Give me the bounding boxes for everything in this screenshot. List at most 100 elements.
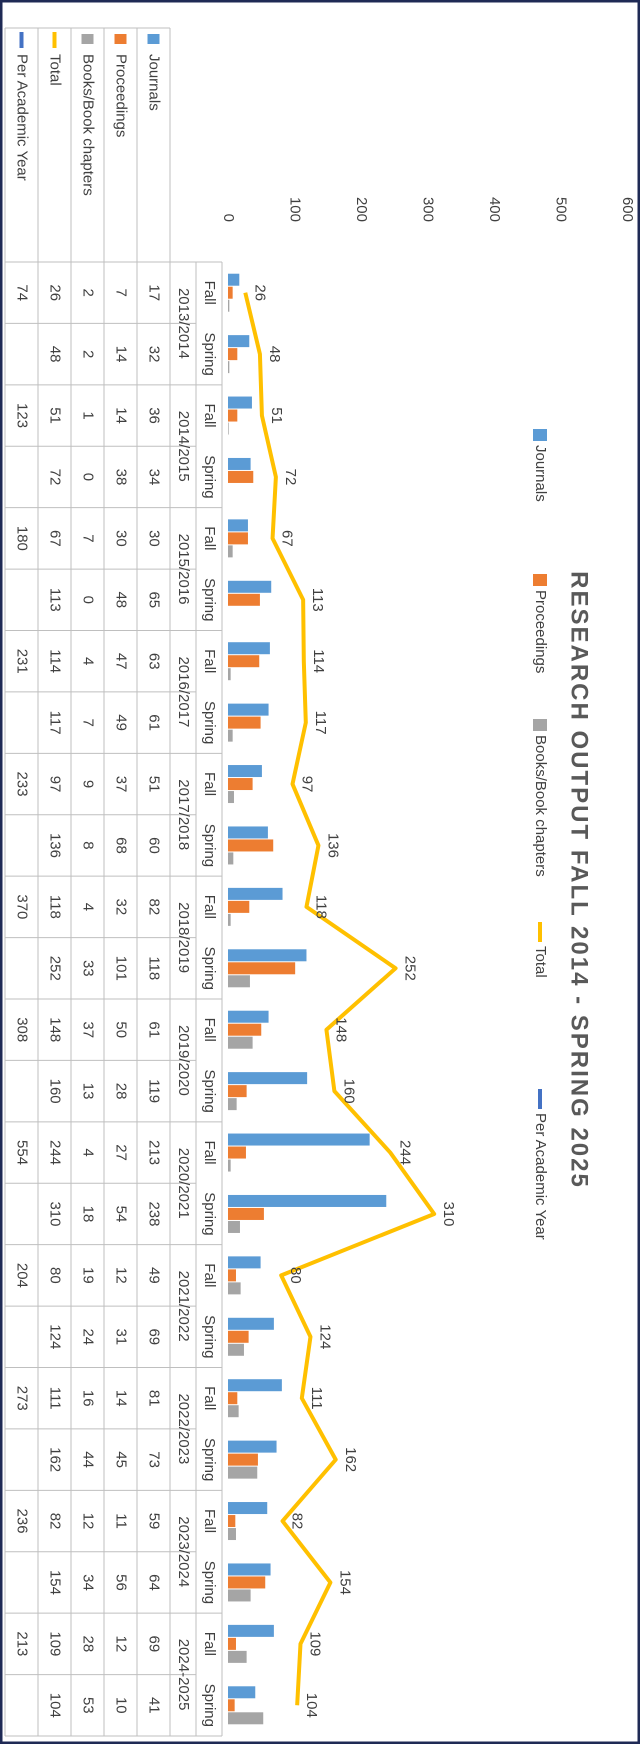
bar (228, 1624, 274, 1637)
term-label: Fall (201, 772, 218, 796)
term-label: Spring (201, 455, 218, 498)
table-cell: 74 (14, 284, 31, 301)
bar (228, 1194, 387, 1207)
table-cell: 69 (146, 1328, 163, 1345)
data-label: 160 (340, 1079, 357, 1104)
table-cell: 48 (47, 346, 64, 363)
table-cell: 16 (80, 1390, 97, 1407)
table-cell: 44 (80, 1451, 97, 1468)
year-label: 2020/2021 (175, 1148, 192, 1219)
table-cell: 213 (14, 1631, 31, 1656)
term-label: Fall (201, 1140, 218, 1164)
table-key (147, 34, 160, 44)
bar (227, 361, 230, 374)
table-cell: 154 (47, 1570, 64, 1595)
table-cell: 32 (146, 346, 163, 363)
data-label: 109 (307, 1631, 324, 1656)
bar (227, 545, 233, 558)
bar (228, 1282, 241, 1295)
table-cell: 231 (14, 649, 31, 674)
table-cell: 101 (113, 956, 130, 981)
bar (228, 1207, 264, 1220)
bar (227, 335, 250, 348)
bar (228, 1159, 231, 1172)
bar (227, 1699, 235, 1712)
table-cell: 11 (113, 1513, 130, 1529)
table-row-label: Per Academic Year (14, 54, 31, 181)
table-cell: 10 (113, 1697, 130, 1714)
year-label: 2015/2016 (175, 534, 192, 605)
table-cell: 370 (14, 894, 31, 919)
table-cell: 2 (80, 350, 97, 358)
table-cell: 73 (146, 1451, 163, 1468)
table-cell: 63 (146, 653, 163, 670)
data-label: 117 (312, 711, 329, 735)
table-cell: 7 (113, 289, 130, 297)
bar (228, 778, 253, 791)
table-cell: 45 (113, 1451, 130, 1468)
bar (228, 1637, 236, 1650)
table-cell: 118 (47, 895, 64, 919)
table-cell: 81 (146, 1390, 163, 1407)
bar (227, 457, 251, 470)
bar (228, 1036, 253, 1049)
bar (227, 1392, 238, 1405)
table-cell: 68 (113, 837, 130, 854)
bar (227, 409, 238, 422)
table-cell: 54 (113, 1206, 130, 1223)
term-label: Fall (201, 1632, 218, 1656)
data-label: 252 (402, 956, 419, 981)
bar (228, 655, 260, 668)
table-cell: 60 (146, 837, 163, 854)
table-row-label: Proceedings (113, 54, 130, 137)
bar (227, 642, 270, 655)
table-cell: 28 (113, 1083, 130, 1100)
table-cell: 53 (80, 1697, 97, 1714)
term-label: Fall (201, 526, 218, 550)
bar (227, 716, 261, 729)
year-label: 2023/2024 (175, 1516, 192, 1587)
legend-label: Books/Book chapters (532, 735, 549, 877)
bar (228, 1023, 262, 1036)
line (243, 292, 437, 1706)
bar (228, 1269, 236, 1282)
table-cell: 310 (47, 1201, 64, 1226)
y-tick-label: 600 (619, 197, 636, 222)
table-cell: 162 (47, 1447, 64, 1472)
term-label: Spring (201, 1069, 218, 1112)
bar (228, 519, 248, 532)
table-cell: 82 (146, 899, 163, 916)
table-cell: 7 (80, 718, 97, 726)
data-label: 97 (299, 776, 316, 793)
table-cell: 38 (113, 469, 130, 486)
data-label: 310 (440, 1201, 457, 1226)
table-cell: 48 (113, 591, 130, 608)
table-cell: 238 (146, 1201, 163, 1226)
data-label: 26 (251, 284, 268, 301)
bar (228, 396, 252, 409)
table-cell: 64 (146, 1574, 163, 1591)
bar (228, 668, 231, 681)
bar (227, 299, 230, 312)
data-label: 136 (324, 833, 341, 858)
table-cell: 7 (80, 534, 97, 542)
table-cell: 308 (14, 1017, 31, 1042)
bar (228, 1466, 258, 1479)
bar (228, 1515, 236, 1528)
table-key (114, 34, 127, 44)
table-key (81, 34, 94, 44)
data-label: 72 (282, 469, 299, 486)
bar (227, 791, 234, 804)
table-cell: 30 (113, 530, 130, 547)
bar (227, 1712, 264, 1725)
y-tick-label: 400 (486, 197, 503, 222)
bar (227, 729, 233, 742)
bar (227, 1085, 247, 1098)
table-cell: 49 (146, 1267, 163, 1284)
data-label: 48 (266, 346, 283, 363)
table-row-label: Journals (146, 54, 163, 111)
year-label: 2022/2023 (175, 1393, 192, 1464)
term-label: Fall (201, 281, 218, 305)
